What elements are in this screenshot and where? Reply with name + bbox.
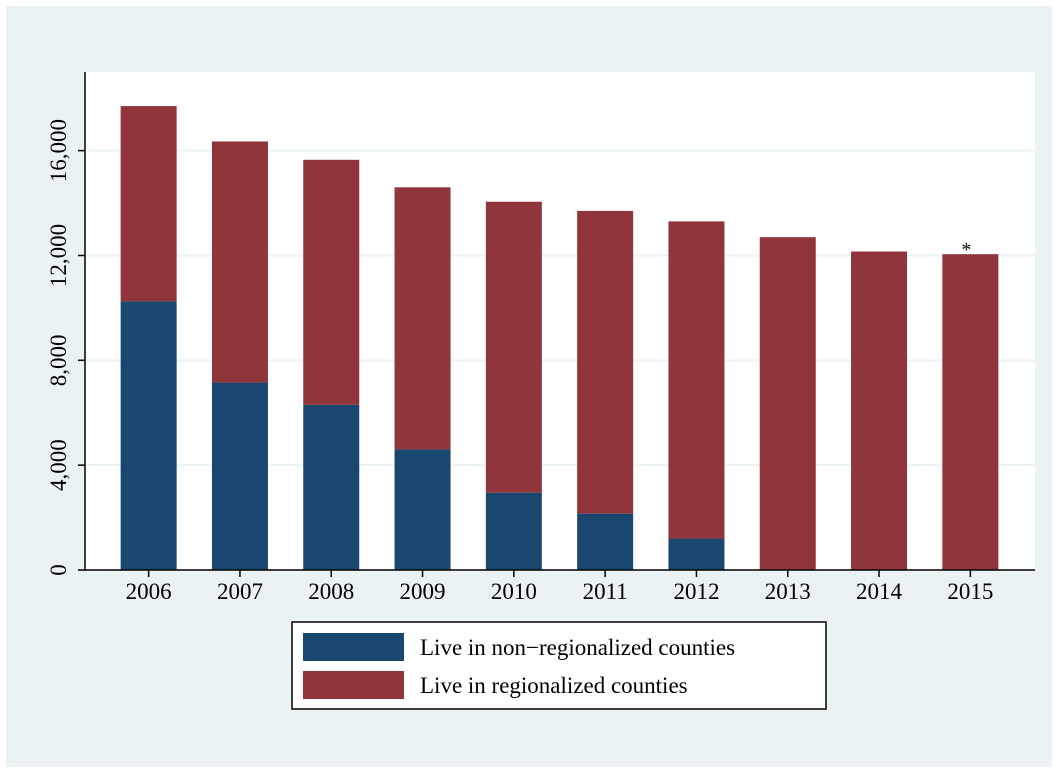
- y-tick-label: 0: [46, 564, 71, 576]
- annotation: *: [961, 239, 971, 261]
- bar-segment: [577, 513, 634, 570]
- bar-segment: [394, 187, 451, 450]
- legend-swatch: [303, 671, 404, 699]
- bar-segment: [759, 237, 816, 570]
- x-tick-label: 2009: [400, 579, 446, 604]
- y-tick-label: 8,000: [46, 334, 71, 386]
- bar-segment: [394, 449, 451, 570]
- x-tick-label: 2011: [583, 579, 628, 604]
- x-tick-label: 2015: [947, 579, 993, 604]
- bar-segment: [303, 159, 360, 405]
- bar-segment: [120, 301, 177, 570]
- x-tick-label: 2008: [308, 579, 354, 604]
- y-tick-label: 16,000: [46, 119, 71, 182]
- bars: [120, 106, 999, 571]
- bar-segment: [851, 251, 908, 570]
- x-tick-label: 2007: [217, 579, 263, 604]
- legend-label: Live in regionalized counties: [420, 673, 688, 698]
- x-tick-label: 2012: [673, 579, 719, 604]
- bar-segment: [120, 106, 177, 302]
- x-tick-label: 2010: [491, 579, 537, 604]
- bar-segment: [485, 201, 542, 493]
- bar-segment: [485, 492, 542, 570]
- y-tick-label: 4,000: [46, 439, 71, 491]
- bar-segment: [303, 404, 360, 570]
- x-tick-label: 2014: [856, 579, 903, 604]
- legend-swatch: [303, 633, 404, 661]
- bar-segment: [211, 141, 268, 383]
- bar-segment: [577, 210, 634, 514]
- x-tick-label: 2013: [765, 579, 811, 604]
- bar-segment: [668, 221, 725, 539]
- x-tick-label: 2006: [126, 579, 172, 604]
- y-tick-label: 12,000: [46, 224, 71, 287]
- bar-segment: [942, 254, 999, 571]
- bar-segment: [668, 538, 725, 570]
- bar-segment: [211, 382, 268, 570]
- legend-label: Live in non−regionalized counties: [420, 635, 735, 660]
